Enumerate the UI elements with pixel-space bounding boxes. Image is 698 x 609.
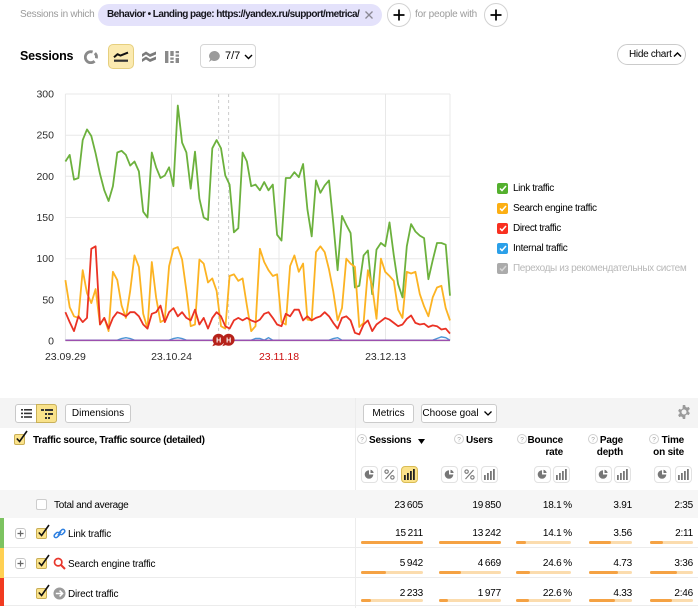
svg-text:?: ? [520,436,524,443]
svg-text:150: 150 [36,212,54,224]
svg-text:50: 50 [42,294,54,306]
svg-text:H: H [226,338,231,345]
svg-text:23.11.18: 23.11.18 [259,351,299,363]
svg-text:100: 100 [36,253,54,265]
svg-text:200: 200 [36,171,54,183]
svg-text:?: ? [360,436,364,443]
svg-text:300: 300 [36,89,54,101]
svg-text:?: ? [652,436,656,443]
svg-text:0: 0 [48,336,54,348]
svg-text:23.09.29: 23.09.29 [45,351,86,363]
svg-text:?: ? [457,436,461,443]
svg-text:?: ? [591,436,595,443]
svg-text:23.10.24: 23.10.24 [151,351,192,363]
svg-text:23.12.13: 23.12.13 [365,351,406,363]
svg-text:H: H [216,338,221,345]
svg-text:250: 250 [36,130,54,142]
